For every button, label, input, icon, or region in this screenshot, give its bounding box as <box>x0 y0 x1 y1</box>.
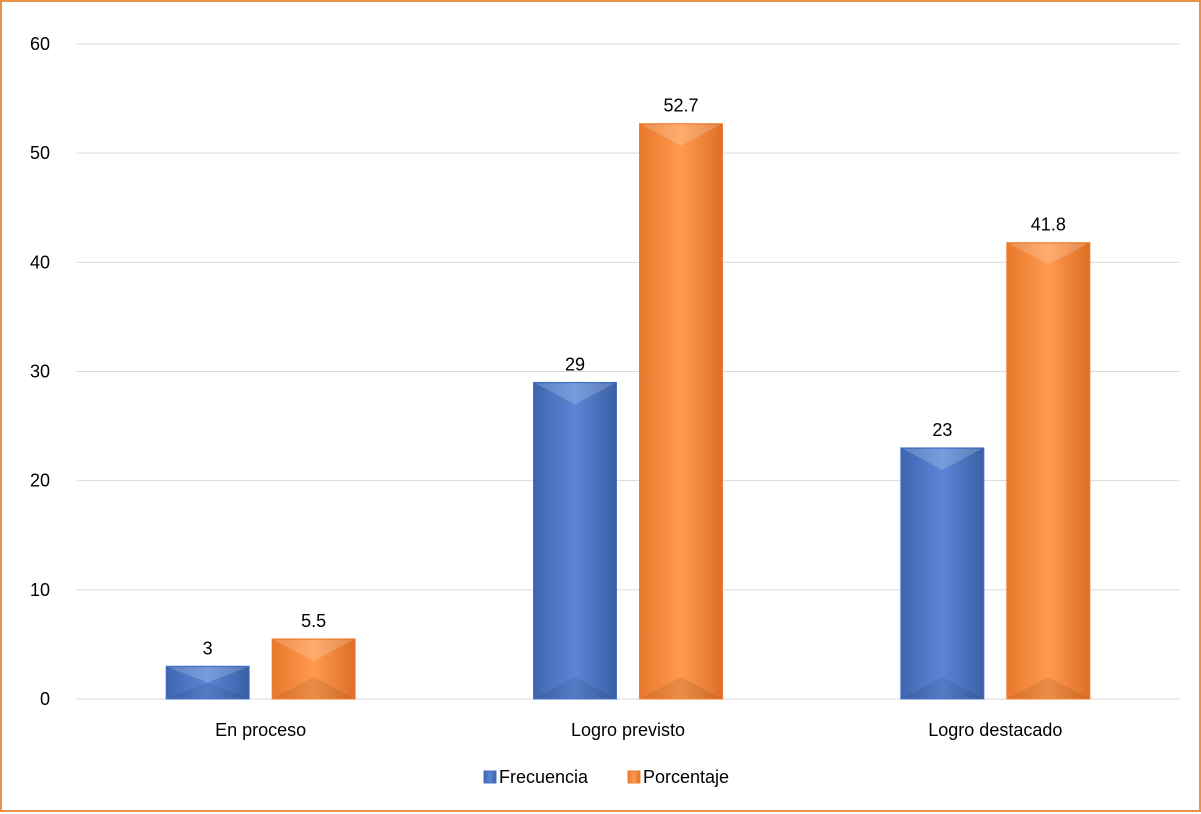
gridlines <box>77 43 1179 700</box>
bar-bevel <box>1008 243 1088 265</box>
bars <box>165 123 1091 700</box>
x-axis-categories: En proceso Logro previsto Logro destacado <box>215 720 1062 740</box>
bar-bevel <box>535 677 615 698</box>
bar-frecuencia-2 <box>900 447 985 700</box>
y-tick-label: 30 <box>30 362 50 382</box>
legend-swatch-porcentaje <box>627 770 641 784</box>
y-tick-label: 60 <box>30 34 50 54</box>
x-category-label: Logro destacado <box>928 720 1062 740</box>
bar-frecuencia-1 <box>533 381 617 700</box>
bar-bevel <box>902 448 982 470</box>
bar-bevel <box>641 124 721 146</box>
data-label: 5.5 <box>301 611 326 631</box>
bar-bevel <box>168 682 248 698</box>
data-labels: 3 5.5 29 52.7 23 41.8 <box>203 96 1066 659</box>
bar-bevel <box>168 667 248 683</box>
legend-label-porcentaje: Porcentaje <box>643 767 729 787</box>
bar-porcentaje-1 <box>639 123 723 700</box>
legend: Frecuencia Porcentaje <box>483 767 729 787</box>
bar-bevel <box>535 383 615 405</box>
data-label: 3 <box>203 638 213 658</box>
x-category-label: En proceso <box>215 720 306 740</box>
y-tick-label: 0 <box>40 689 50 709</box>
y-axis-ticks: 0 10 20 30 40 50 60 <box>30 34 50 709</box>
y-tick-label: 20 <box>30 471 50 491</box>
data-label: 23 <box>932 420 952 440</box>
y-tick-label: 40 <box>30 252 50 272</box>
bar-bevel <box>641 677 721 698</box>
y-tick-label: 50 <box>30 143 50 163</box>
bar-porcentaje-0 <box>271 638 356 700</box>
bar-bevel <box>274 677 354 698</box>
bar-bevel <box>274 639 354 661</box>
data-label: 41.8 <box>1031 215 1066 235</box>
legend-swatch-frecuencia <box>483 770 497 784</box>
bar-bevel <box>1008 677 1088 698</box>
data-label: 52.7 <box>663 96 698 116</box>
legend-label-frecuencia: Frecuencia <box>499 767 589 787</box>
bar-bevel <box>902 677 982 698</box>
y-tick-label: 10 <box>30 580 50 600</box>
x-category-label: Logro previsto <box>571 720 685 740</box>
bar-frecuencia-0 <box>165 665 250 700</box>
bar-porcentaje-2 <box>1006 242 1091 700</box>
data-label: 29 <box>565 354 585 374</box>
